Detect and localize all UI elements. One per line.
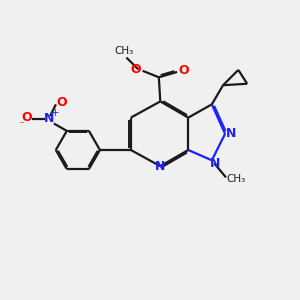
Text: N: N — [44, 112, 54, 125]
Text: O: O — [178, 64, 189, 77]
Text: O: O — [131, 63, 142, 76]
Text: O: O — [56, 96, 67, 110]
Text: N: N — [210, 157, 220, 170]
Text: CH₃: CH₃ — [115, 46, 134, 56]
Text: O: O — [21, 111, 32, 124]
Text: +: + — [51, 108, 59, 118]
Text: N: N — [155, 160, 166, 173]
Text: CH₃: CH₃ — [226, 174, 246, 184]
Text: N: N — [226, 127, 237, 140]
Text: ⁻: ⁻ — [18, 120, 24, 130]
